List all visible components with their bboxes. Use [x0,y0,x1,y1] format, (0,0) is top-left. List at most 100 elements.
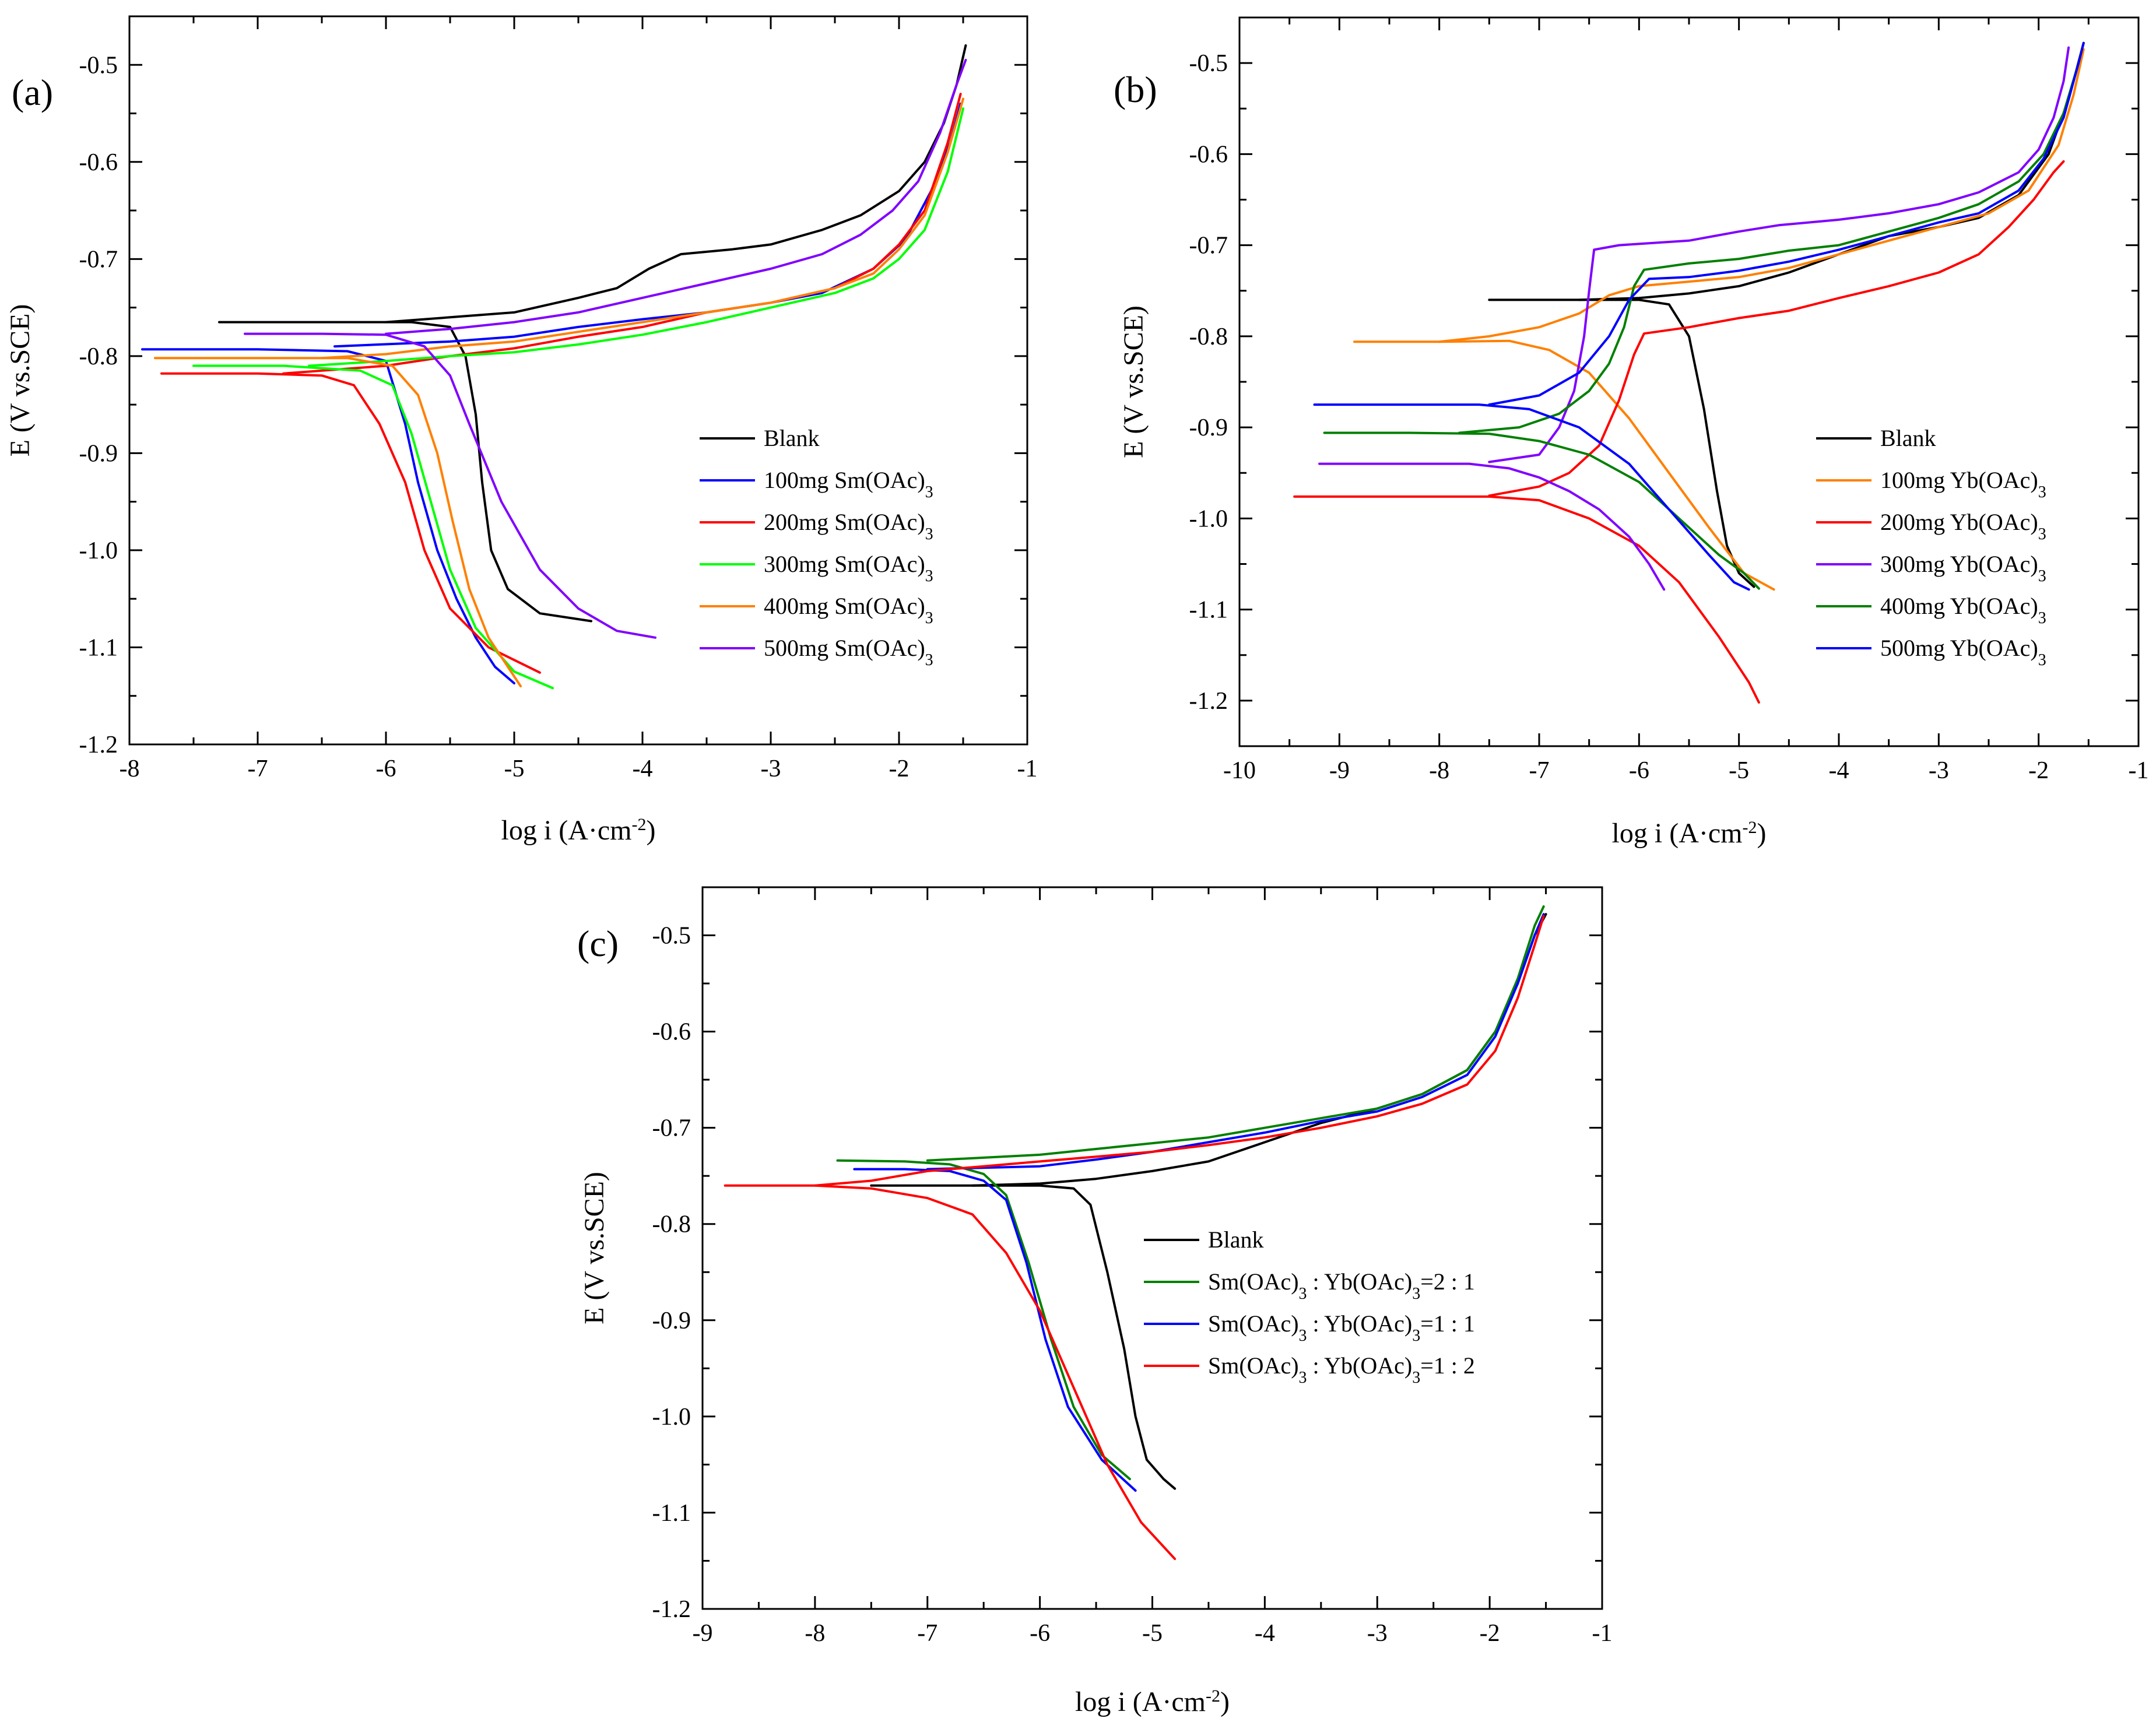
series-anodic-line [1488,41,2085,406]
legend-label: 300mg Yb(OAc)3 [1880,551,2046,585]
x-tick-label: -5 [1729,757,1749,784]
series-anodic-line [1488,46,2070,463]
legend-label: Sm(OAc)3 : Yb(OAc)3=1 : 2 [1208,1352,1475,1387]
x-tick-label: -1 [2129,757,2149,784]
x-tick-label: -9 [1329,757,1350,784]
series-cathodic-line [154,357,522,688]
y-tick-label: -0.8 [652,1211,691,1238]
series-cathodic-line [192,364,554,690]
series-anodic-line [282,93,962,375]
panel-label: (b) [1114,69,1157,110]
x-tick-label: -6 [376,755,396,782]
y-tick-label: -1.1 [652,1500,691,1527]
series-anodic-line [926,905,1545,1162]
y-tick-label: -0.9 [652,1308,691,1334]
x-tick-label: -7 [248,755,268,782]
y-axis-title: E (V vs.SCE) [579,1172,610,1324]
series-anodic-line [813,915,1545,1187]
legend-label: Blank [1880,425,1936,451]
x-tick-label: -3 [761,755,781,782]
y-tick-label: -1.0 [1189,505,1228,532]
legend-label: 300mg Sm(OAc)3 [764,551,933,585]
legend-label: 200mg Yb(OAc)3 [1880,509,2046,543]
x-axis-title: log i (A·cm-2) [501,815,656,846]
y-tick-label: -0.7 [1189,233,1228,259]
series-cathodic-line [218,321,592,623]
legend-label: 500mg Yb(OAc)3 [1880,635,2046,669]
x-tick-label: -1 [1592,1620,1613,1647]
legend-label: 400mg Yb(OAc)3 [1880,593,2046,627]
y-tick-label: -0.6 [1189,141,1228,168]
legend-label: Sm(OAc)3 : Yb(OAc)3=1 : 1 [1208,1310,1475,1345]
x-tick-label: -8 [1429,757,1449,784]
panel-label: (a) [12,72,53,113]
series-cathodic-line [1318,462,1666,591]
y-tick-label: -0.7 [652,1115,691,1142]
series-anodic-line [385,44,967,324]
series-anodic-line [385,58,967,335]
x-axis-title: log i (A·cm-2) [1612,818,1767,849]
panel-label: (c) [577,923,619,964]
legend-label: Sm(OAc)3 : Yb(OAc)3=2 : 1 [1208,1268,1475,1303]
y-tick-label: -1.2 [1189,688,1228,715]
x-tick-label: -7 [917,1620,937,1647]
series-anodic-line [1488,160,2065,497]
series-anodic-line [308,107,964,367]
chart-panel-c: (c) -9 -8 -7 -6 -5 -4 -3 -2 -1 -1.2 -1.1 -1.0 -0.9 -0.… [577,886,1613,1718]
x-axis-title: log i (A·cm-2) [1075,1686,1230,1718]
y-tick-label: -0.6 [79,149,118,176]
x-tick-label: -5 [1142,1620,1163,1647]
series-anodic-line [1578,41,2085,301]
y-tick-label: -1.0 [652,1404,691,1431]
x-tick-label: -4 [1255,1620,1275,1647]
plot-frame [701,886,1603,1610]
series-anodic-line [1458,41,2085,434]
series-anodic-line [971,913,1547,1187]
x-tick-label: -2 [889,755,910,782]
legend-label: 100mg Yb(OAc)3 [1880,467,2046,501]
y-tick-label: -1.1 [1189,597,1228,624]
series-cathodic-line [836,1159,1131,1481]
series-cathodic-line [724,1184,1177,1561]
legend-label: 500mg Sm(OAc)3 [764,635,933,669]
series-anodic-line [1438,48,2085,343]
y-tick-label: -0.7 [79,246,118,273]
y-tick-label: -1.1 [79,634,118,661]
legend-label: 200mg Sm(OAc)3 [764,509,933,543]
series-cathodic-line [141,348,515,685]
x-tick-label: -8 [120,755,140,782]
x-tick-label: -10 [1223,757,1256,784]
legend-label: Blank [764,425,820,451]
x-tick-label: -3 [1367,1620,1388,1647]
x-tick-label: -3 [1929,757,1949,784]
series-anodic-line [926,913,1545,1171]
y-tick-label: -1.2 [652,1596,691,1623]
x-tick-label: -6 [1030,1620,1050,1647]
legend-label: 100mg Sm(OAc)3 [764,467,933,501]
x-tick-label: -7 [1529,757,1550,784]
y-tick-label: -0.5 [652,923,691,950]
y-axis-title: E (V vs.SCE) [5,304,36,457]
y-axis-title: E (V vs.SCE) [1118,305,1149,458]
legend-label: Blank [1208,1227,1264,1253]
y-tick-label: -1.0 [79,537,118,564]
series-cathodic-line [1323,431,1760,590]
x-tick-label: -2 [2028,757,2049,784]
chart-panel-b: (b) -10 -9 -8 -7 -6 -5 -4 -3 -2 -1 -1.2 -1.1 -1.0 -0.9… [1114,16,2149,849]
x-tick-label: -6 [1629,757,1649,784]
y-tick-label: -0.9 [1189,414,1228,441]
y-tick-label: -1.2 [79,732,118,758]
y-tick-label: -0.8 [1189,324,1228,350]
chart-panel-a: (a) -8 -7 -6 -5 -4 -3 -2 -1 -1.2 -1.1 -1.0 -0.9 -0.8 -… [5,15,1038,846]
y-tick-label: -0.5 [79,52,118,79]
y-tick-label: -0.8 [79,343,118,370]
series-cathodic-line [1313,403,1750,591]
x-tick-label: -5 [504,755,525,782]
x-tick-label: -1 [1017,755,1038,782]
series-anodic-line [333,102,962,348]
series-cathodic-line [1353,339,1775,591]
series-cathodic-line [870,1184,1177,1490]
x-tick-label: -8 [805,1620,825,1647]
y-tick-label: -0.5 [1189,50,1228,77]
